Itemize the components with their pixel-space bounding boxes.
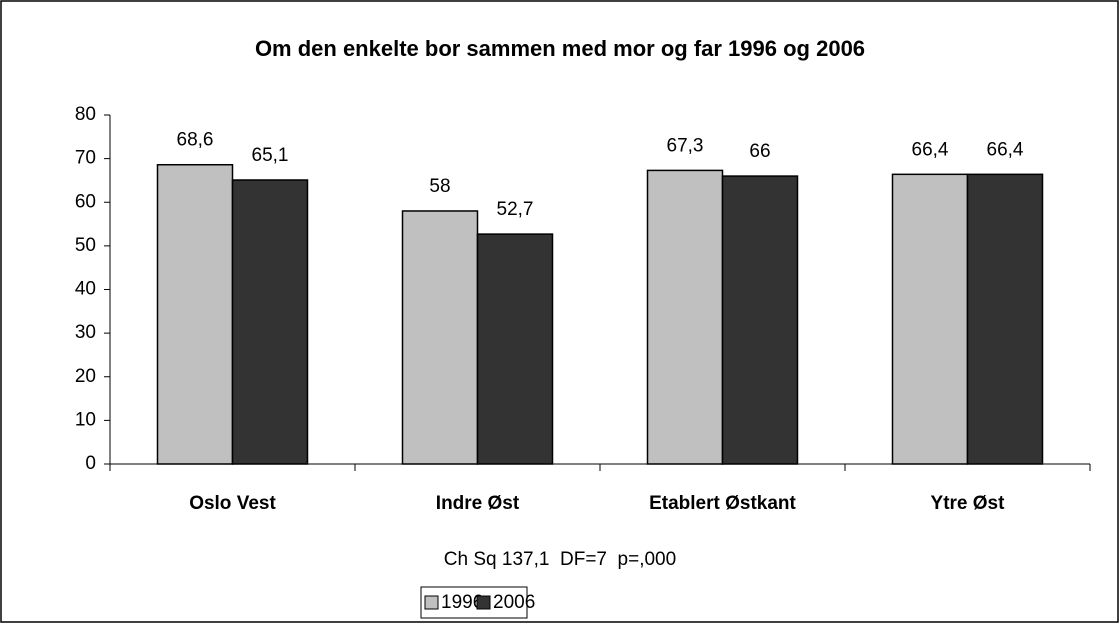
bar — [721, 175, 799, 465]
legend-label: 2006 — [493, 592, 535, 613]
annotation: Ch Sq 137,1 DF=7 p=,000 — [444, 549, 676, 570]
data-label: 52,7 — [497, 199, 534, 220]
bar — [401, 210, 479, 465]
y-tick-label: 0 — [85, 453, 96, 474]
bar — [646, 169, 724, 465]
data-label: 66 — [749, 141, 770, 162]
bar — [231, 179, 309, 465]
legend-swatch — [476, 595, 491, 610]
y-tick-label: 70 — [75, 148, 96, 169]
data-label: 67,3 — [667, 135, 704, 156]
y-tick-label: 10 — [75, 409, 96, 430]
x-tick-label: Indre Øst — [436, 493, 520, 514]
y-tick-label: 40 — [75, 279, 96, 300]
data-label: 65,1 — [252, 145, 289, 166]
chart-title: Om den enkelte bor sammen med mor og far… — [255, 36, 865, 61]
legend-swatch — [424, 595, 439, 610]
data-label: 58 — [429, 176, 450, 197]
bar — [891, 173, 969, 465]
data-label: 66,4 — [987, 139, 1024, 160]
y-tick-label: 20 — [75, 366, 96, 387]
bar — [476, 233, 554, 465]
x-tick-label: Oslo Vest — [189, 493, 276, 514]
legend-frame — [420, 586, 528, 619]
y-tick-label: 50 — [75, 235, 96, 256]
x-tick-label: Ytre Øst — [931, 493, 1006, 514]
y-tick-label: 30 — [75, 322, 96, 343]
data-label: 68,6 — [177, 130, 214, 151]
y-tick-label: 80 — [75, 104, 96, 125]
legend-label: 1996 — [441, 592, 483, 613]
data-label: 66,4 — [912, 139, 949, 160]
bar — [966, 173, 1044, 465]
y-tick-label: 60 — [75, 191, 96, 212]
bar — [156, 163, 234, 465]
x-tick-label: Etablert Østkant — [649, 493, 796, 514]
